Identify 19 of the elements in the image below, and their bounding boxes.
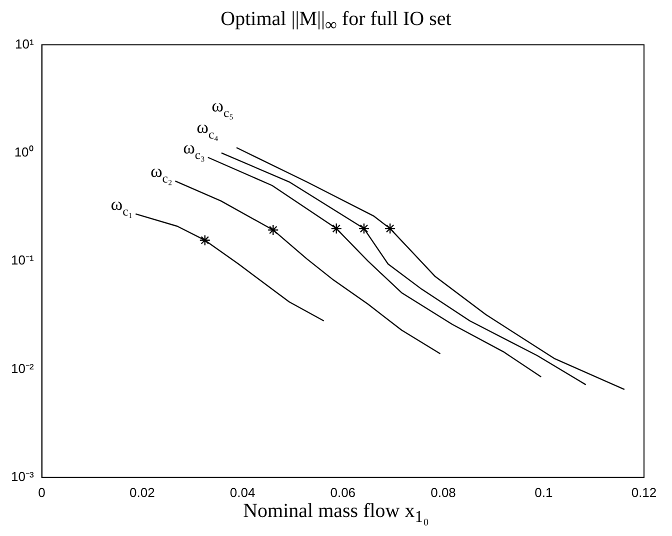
x-tick-label: 0.06 [330, 484, 356, 500]
x-tick-label: 0.12 [631, 484, 657, 500]
x-tick-label: 0 [38, 484, 46, 500]
x-tick-label: 0.08 [430, 484, 456, 500]
y-tick-label: 10⁻¹ [10, 252, 34, 268]
point [199, 234, 210, 246]
x-tick-label: 0.1 [534, 484, 553, 500]
y-tick-label: 10¹ [14, 36, 34, 52]
y-tick-label: 10⁻² [10, 360, 34, 376]
point [358, 222, 370, 234]
point [268, 224, 279, 236]
x-tick-label: 0.04 [230, 484, 256, 500]
y-tick-label: 10⁰ [14, 144, 34, 160]
y-tick-label: 10⁻³ [10, 468, 34, 484]
point [330, 222, 342, 234]
chart-title: Optimal ||M||$_{∞}$ for full IO set [220, 8, 452, 34]
x-tick-label: 0.02 [130, 484, 155, 500]
x-axis-title: Nominal mass flow x$_{1₀}$ [242, 500, 430, 527]
point [384, 222, 396, 234]
